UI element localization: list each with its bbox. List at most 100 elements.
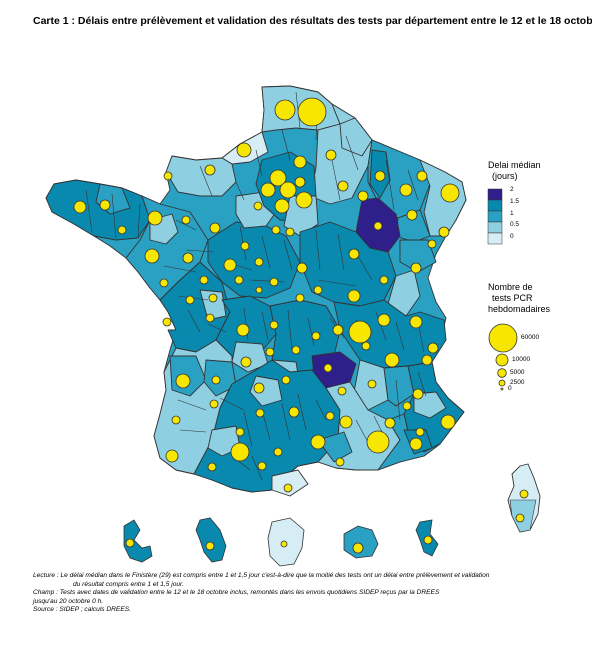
department-bubble <box>339 415 353 429</box>
department-bubble <box>274 198 290 214</box>
bubble-layer <box>73 97 529 554</box>
department-bubble <box>209 222 221 234</box>
department-bubble <box>257 461 267 471</box>
note-lecture-line1: Lecture : Le délai médian dans le Finist… <box>33 572 490 579</box>
dept-alpes-hte-prov <box>413 391 447 419</box>
martinique <box>195 517 227 563</box>
department-bubble <box>440 414 456 430</box>
legend-bubble-5000 <box>497 368 507 378</box>
dept-dordogne <box>203 359 237 397</box>
department-bubble <box>427 239 437 249</box>
note-source: Source : SIDEP ; calculs DREES. <box>33 606 131 614</box>
department-bubble <box>311 331 321 341</box>
department-bubble <box>211 375 221 385</box>
department-bubble <box>207 462 217 472</box>
department-bubble <box>323 363 333 373</box>
department-bubble <box>269 320 279 330</box>
department-bubble <box>377 313 391 327</box>
department-bubble <box>273 447 283 457</box>
department-bubble <box>236 323 250 337</box>
dept-correze <box>231 341 269 373</box>
department-bubble <box>415 427 425 437</box>
department-bubble <box>348 248 360 260</box>
department-bubble <box>235 427 245 437</box>
dept-pyrenees-or <box>271 469 309 497</box>
legend-label-1: 1 <box>510 210 514 217</box>
department-bubble <box>147 210 163 226</box>
legend-size-label-0: 0 <box>508 385 512 392</box>
note-lecture-line2: du résultat compris entre 1 et 1,5 jour. <box>73 580 184 588</box>
department-bubble <box>293 155 307 169</box>
region-bretagne <box>45 179 151 241</box>
department-bubble <box>313 285 323 295</box>
department-bubble <box>274 99 296 121</box>
department-bubble <box>279 181 297 199</box>
legend-delay-title-line2: (jours) <box>492 171 518 181</box>
legend-size <box>488 323 518 391</box>
region-midi-pyrenees <box>193 359 341 493</box>
department-bubble <box>209 399 219 409</box>
department-bubble <box>384 352 400 368</box>
department-bubble <box>310 434 326 450</box>
legend-bubble-0 <box>500 387 504 391</box>
department-bubble <box>288 406 300 418</box>
department-bubble <box>423 535 433 545</box>
department-bubble <box>409 437 423 451</box>
dept-herault <box>317 431 353 463</box>
department-bubble <box>269 169 287 187</box>
department-bubble <box>162 317 172 327</box>
department-bubble <box>253 201 263 211</box>
legend-size-title: Nombre de tests PCR hebdomadaires <box>488 282 550 315</box>
department-bubble <box>410 262 422 274</box>
department-bubble <box>373 221 383 231</box>
department-bubble <box>230 442 250 462</box>
department-bubble <box>297 97 327 127</box>
department-bubble <box>406 209 418 221</box>
dept-jura <box>387 269 421 317</box>
department-bubble <box>73 200 87 214</box>
department-bubble <box>271 225 281 235</box>
legend-delay-title: Delai médian (jours) <box>488 160 541 182</box>
department-bubble <box>236 142 252 158</box>
department-bubble <box>399 183 413 197</box>
department-bubble <box>412 388 424 400</box>
legend-label-0: 0 <box>510 233 514 240</box>
department-bubble <box>125 538 135 548</box>
department-bubble <box>379 275 389 285</box>
department-bubble <box>366 430 390 454</box>
legend-size-label-5000: 5000 <box>510 369 525 376</box>
legend-swatch-1-5 <box>487 199 503 212</box>
legend-swatch-0 <box>487 232 503 245</box>
department-bubble <box>296 262 308 274</box>
region-bourgogne <box>299 221 397 307</box>
department-bubble <box>117 225 127 235</box>
dept-drome <box>383 365 415 407</box>
department-bubble <box>295 293 305 303</box>
note-champ-line2: jusqu'au 20 octobre 0 h. <box>33 597 104 605</box>
department-bubble <box>185 295 195 305</box>
department-bubble <box>325 149 337 161</box>
legend-size-label-60000: 60000 <box>521 334 540 341</box>
legend-swatch-0-5 <box>487 221 503 234</box>
department-bubble <box>182 252 194 264</box>
department-bubble <box>163 171 173 181</box>
legend-bubble-60000 <box>488 323 518 353</box>
legend-size-label-10000: 10000 <box>512 356 531 363</box>
department-bubble <box>357 190 369 202</box>
department-bubble <box>332 324 344 336</box>
department-bubble <box>254 257 264 267</box>
department-bubble <box>175 373 191 389</box>
legend-label-2: 2 <box>510 186 514 193</box>
department-bubble <box>205 541 215 551</box>
legend-swatch-2 <box>487 188 503 201</box>
legend-size-title-line1: Nombre de <box>488 282 533 292</box>
department-bubble <box>281 375 291 385</box>
note-champ-line1: Champ : Tests avec dates de validation e… <box>33 589 440 597</box>
department-bubble <box>260 182 276 198</box>
department-bubble <box>335 457 345 467</box>
department-bubble <box>205 313 215 323</box>
department-bubble <box>295 191 313 209</box>
legend-delay-title-line1: Delai médian <box>488 160 541 170</box>
map-title: Carte 1 : Délais entre prélèvement et va… <box>33 15 592 27</box>
